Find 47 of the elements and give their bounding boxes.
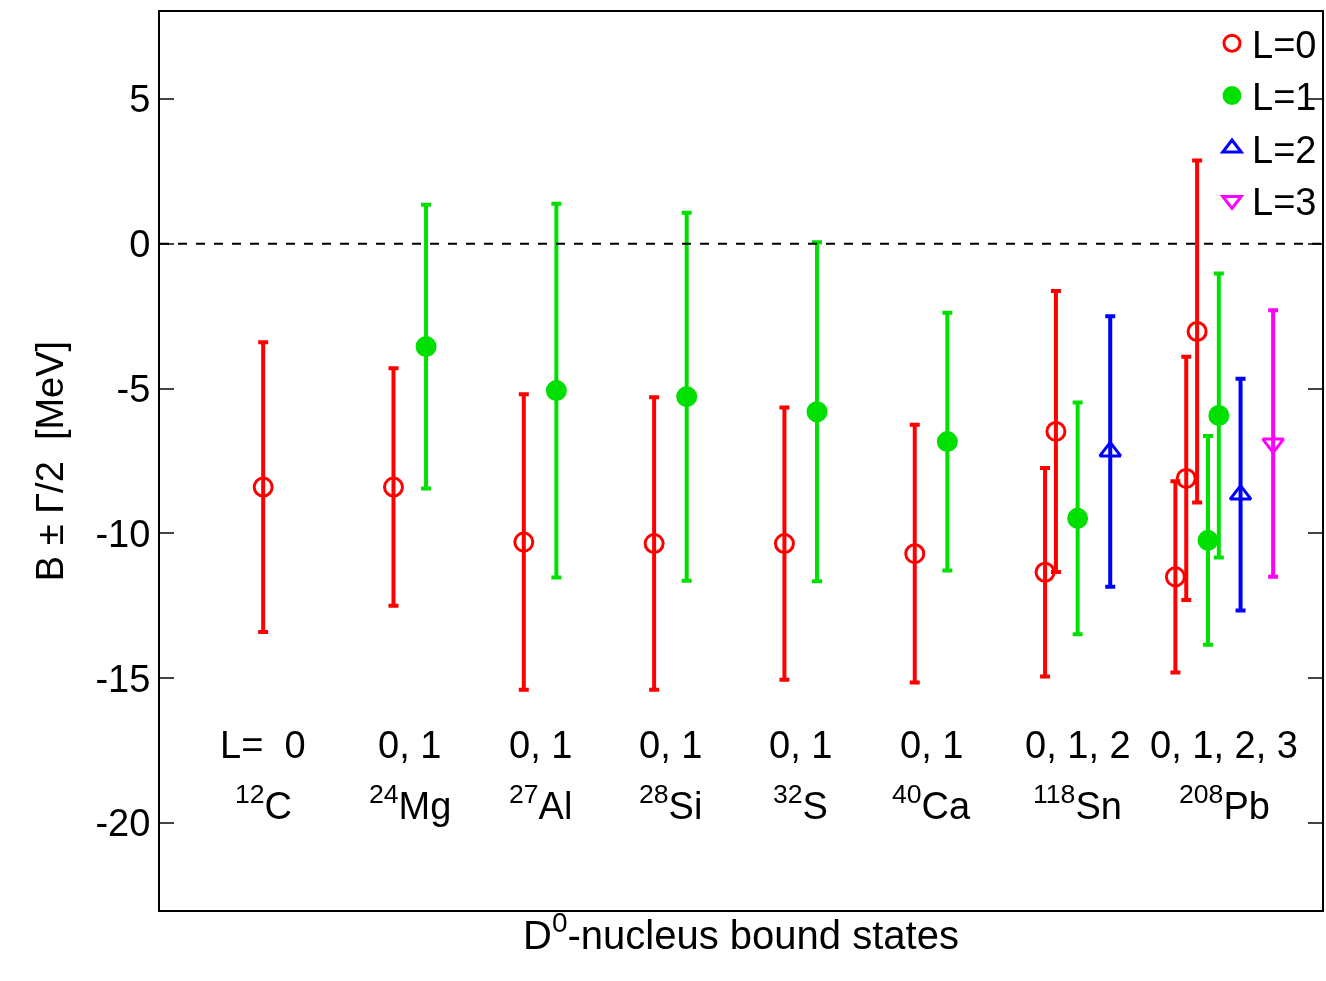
point — [1208, 405, 1230, 427]
point — [1164, 566, 1186, 588]
annotation: $^{24}$Mg — [369, 779, 452, 827]
point — [545, 380, 567, 402]
point — [806, 401, 828, 423]
annotation: $^{32}$S — [773, 779, 828, 827]
point — [1045, 420, 1067, 442]
y-axis-title: B ± Γ/2 [MeV] — [29, 340, 72, 582]
annotation: L= 0 — [220, 724, 306, 766]
point — [513, 531, 535, 553]
point — [643, 533, 665, 555]
legend-label: L=3 — [1252, 181, 1317, 224]
point — [1067, 507, 1089, 529]
y-tick-label: 5 — [129, 78, 151, 121]
point — [383, 476, 404, 498]
point — [676, 386, 698, 408]
point — [1186, 321, 1208, 342]
point — [1175, 467, 1197, 489]
point — [1197, 529, 1219, 551]
annotation: 0, 1, 2, 3 — [1150, 724, 1298, 766]
point — [936, 431, 958, 453]
legend-label: L=0 — [1252, 24, 1317, 67]
y-tick-label: -15 — [95, 657, 151, 700]
annotation: 0, 1 — [378, 724, 442, 766]
annotation: $^{118}$Sn — [1033, 779, 1122, 827]
annotation: 0, 1 — [900, 724, 964, 766]
x-axis-title: D$^{0}$-nucleus bound states — [523, 907, 959, 957]
annotation: 0, 1 — [639, 724, 703, 766]
annotation: $^{27}$Al — [509, 779, 573, 827]
legend-label: L=1 — [1252, 76, 1317, 119]
annotation: 0, 1, 2 — [1025, 724, 1131, 766]
point — [1034, 561, 1056, 583]
y-tick-label: -5 — [116, 367, 151, 410]
annotation: $^{208}$Pb — [1179, 779, 1270, 827]
annotation: 0, 1 — [509, 724, 573, 766]
legend-label: L=2 — [1252, 128, 1317, 171]
point — [415, 336, 437, 358]
point — [252, 476, 274, 498]
annotation: $^{28}$Si — [639, 779, 703, 827]
y-tick-label: -20 — [95, 802, 151, 845]
point — [773, 533, 795, 555]
y-tick-label: -10 — [95, 512, 151, 555]
annotation: $^{40}$Ca — [892, 779, 972, 827]
y-tick-label: 0 — [129, 223, 151, 266]
annotation: $^{12}$C — [235, 779, 293, 827]
annotation: 0, 1 — [769, 724, 833, 766]
point — [904, 543, 926, 565]
